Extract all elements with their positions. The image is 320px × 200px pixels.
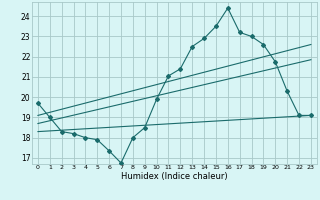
X-axis label: Humidex (Indice chaleur): Humidex (Indice chaleur) xyxy=(121,172,228,181)
